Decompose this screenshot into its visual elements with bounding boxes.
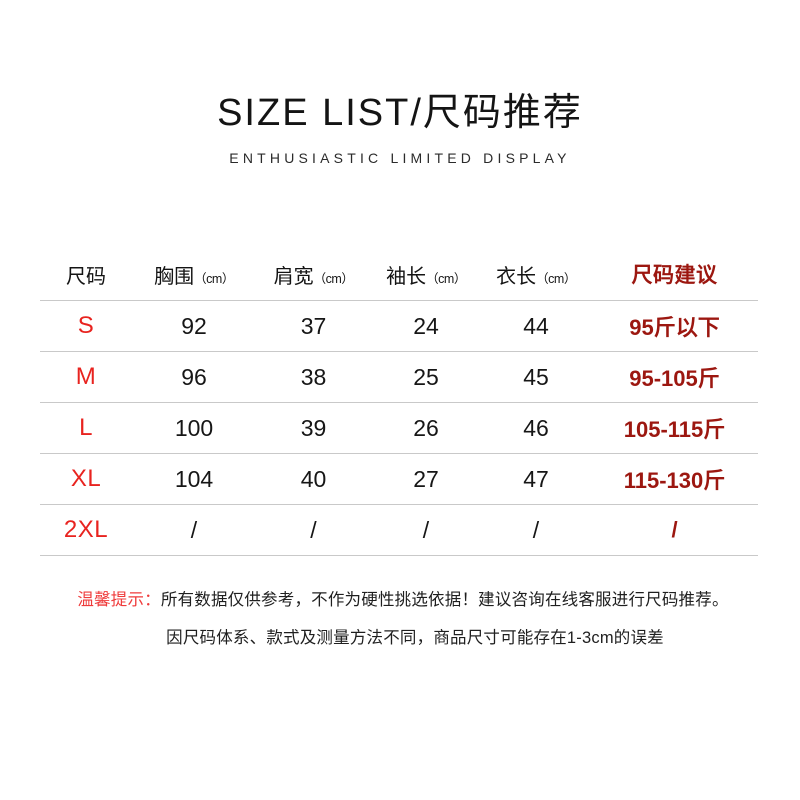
table-row: S 92 37 24 44 95斤以下 xyxy=(40,300,758,352)
column-header-length: 衣长（cm） xyxy=(481,248,591,301)
cell-size: M xyxy=(75,363,97,390)
table-row: M 96 38 25 45 95-105斤 xyxy=(40,351,758,403)
table-row: XL 104 40 27 47 115-130斤 xyxy=(40,453,758,505)
cell-sleeve: 25 xyxy=(413,363,439,390)
table-head: 尺码 胸围（cm） 肩宽（cm） 袖长（cm） 衣长（cm） 尺码建议 xyxy=(40,248,758,301)
page-header: SIZE LIST/尺码推荐 ENTHUSIASTIC LIMITED DISP… xyxy=(0,0,800,166)
note-line-1: 温馨提示：所有数据仅供参考，不作为硬性挑选依据！建议咨询在线客服进行尺码推荐。 xyxy=(0,588,800,613)
footer-notes: 温馨提示：所有数据仅供参考，不作为硬性挑选依据！建议咨询在线客服进行尺码推荐。 … xyxy=(0,588,800,651)
cell-shoulder: 37 xyxy=(300,312,327,339)
column-header-length-label: 衣长 xyxy=(496,265,537,288)
column-header-length-unit: （cm） xyxy=(536,271,576,286)
cell-bust: 100 xyxy=(174,414,214,441)
cell-sleeve: 24 xyxy=(413,312,439,339)
cell-size: S xyxy=(77,312,95,339)
cell-shoulder: 40 xyxy=(300,465,327,492)
cell-length: 47 xyxy=(523,465,549,492)
cell-bust: 92 xyxy=(181,312,207,339)
page-title: SIZE LIST/尺码推荐 xyxy=(217,92,583,134)
cell-bust: 96 xyxy=(181,363,207,390)
column-header-sleeve-unit: （cm） xyxy=(426,271,466,286)
cell-length: / xyxy=(532,516,540,543)
cell-bust: 104 xyxy=(174,465,214,492)
cell-recommend: 95斤以下 xyxy=(629,315,720,340)
cell-recommend: / xyxy=(671,517,678,542)
page-subtitle: ENTHUSIASTIC LIMITED DISPLAY xyxy=(229,149,571,166)
cell-sleeve: 26 xyxy=(413,414,439,441)
note-prefix-label: 温馨提示： xyxy=(77,591,161,609)
column-header-bust-unit: （cm） xyxy=(194,271,234,286)
size-table: 尺码 胸围（cm） 肩宽（cm） 袖长（cm） 衣长（cm） 尺码建议 xyxy=(40,248,758,556)
cell-recommend: 95-105斤 xyxy=(629,366,720,391)
column-header-bust-label: 胸围 xyxy=(154,265,195,288)
column-header-shoulder: 肩宽（cm） xyxy=(256,248,371,301)
size-table-container: 尺码 胸围（cm） 肩宽（cm） 袖长（cm） 衣长（cm） 尺码建议 xyxy=(40,248,758,556)
column-header-shoulder-unit: （cm） xyxy=(313,271,354,286)
cell-bust: / xyxy=(190,516,198,543)
cell-length: 46 xyxy=(523,414,549,441)
column-header-size: 尺码 xyxy=(40,248,132,301)
cell-recommend: 115-130斤 xyxy=(623,468,726,493)
column-header-recommend: 尺码建议 xyxy=(631,264,718,287)
cell-recommend: 105-115斤 xyxy=(623,417,726,442)
cell-length: 44 xyxy=(523,312,549,339)
cell-sleeve: 27 xyxy=(413,465,439,492)
column-header-size-label: 尺码 xyxy=(66,265,106,288)
cell-shoulder: / xyxy=(310,516,317,543)
column-header-sleeve-label: 袖长 xyxy=(386,265,427,288)
cell-length: 45 xyxy=(523,363,549,390)
cell-size: L xyxy=(79,414,93,441)
cell-shoulder: 39 xyxy=(300,414,327,441)
note-line-2: 因尺码体系、款式及测量方法不同，商品尺寸可能存在1-3cm的误差 xyxy=(166,629,664,648)
table-header-row: 尺码 胸围（cm） 肩宽（cm） 袖长（cm） 衣长（cm） 尺码建议 xyxy=(40,248,758,301)
column-header-shoulder-label: 肩宽 xyxy=(273,265,314,288)
cell-size: XL xyxy=(70,465,102,492)
table-row: 2XL / / / / / xyxy=(40,504,758,556)
table-body: S 92 37 24 44 95斤以下 M 96 38 25 45 95-105… xyxy=(40,300,758,556)
column-header-sleeve: 袖长（cm） xyxy=(371,248,481,301)
note-line-1-body: 所有数据仅供参考，不作为硬性挑选依据！建议咨询在线客服进行尺码推荐。 xyxy=(160,591,729,609)
cell-size: 2XL xyxy=(63,516,109,543)
cell-shoulder: 38 xyxy=(300,363,327,390)
cell-sleeve: / xyxy=(422,516,430,543)
column-header-bust: 胸围（cm） xyxy=(132,248,256,301)
table-row: L 100 39 26 46 105-115斤 xyxy=(40,402,758,454)
